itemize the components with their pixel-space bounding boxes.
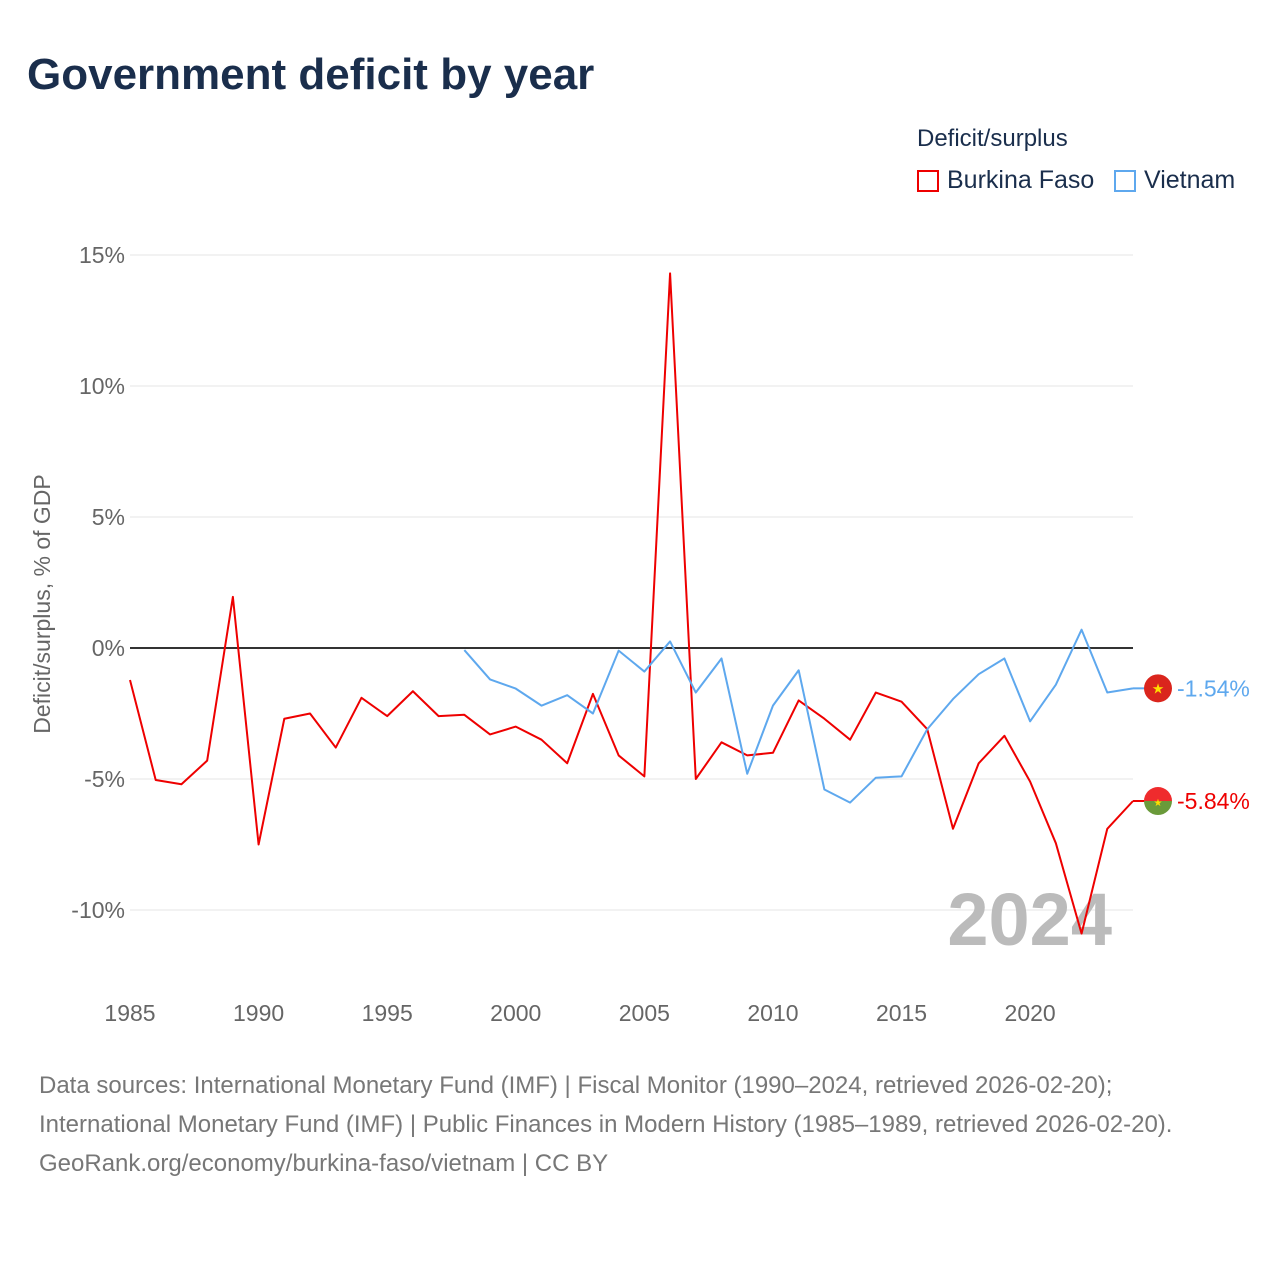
vietnam-flag-icon: ★ — [1144, 674, 1172, 703]
legend-swatch-vietnam — [1114, 169, 1136, 192]
end-value-label: -5.84% — [1177, 788, 1250, 814]
x-tick-label: 1995 — [362, 1000, 413, 1026]
y-tick-label: -10% — [71, 897, 125, 923]
x-tick-label: 1985 — [104, 1000, 155, 1026]
x-tick-label: 2005 — [619, 1000, 670, 1026]
legend-title: Deficit/surplus — [917, 125, 1068, 152]
y-tick-label: 0% — [92, 635, 125, 661]
x-tick-label: 2020 — [1005, 1000, 1056, 1026]
y-tick-label: 10% — [79, 373, 125, 399]
end-value-label: -1.54% — [1177, 675, 1250, 701]
legend-item-vietnam[interactable]: Vietnam — [1114, 166, 1235, 195]
footer: Data sources: International Monetary Fun… — [39, 1066, 1239, 1183]
credit-link[interactable]: GeoRank.org/economy/burkina-faso/vietnam… — [39, 1150, 609, 1177]
svg-text:★: ★ — [1152, 680, 1165, 696]
legend-label: Burkina Faso — [947, 166, 1095, 194]
series-line-burkina-faso[interactable] — [129, 272, 1134, 935]
series-line-vietnam[interactable] — [463, 628, 1134, 804]
data-sources: Data sources: International Monetary Fun… — [39, 1072, 1173, 1138]
chart-title: Government deficit by year — [27, 50, 595, 99]
legend-label: Vietnam — [1144, 166, 1236, 194]
legend-swatch-burkina-faso — [917, 169, 939, 192]
svg-text:★: ★ — [1154, 798, 1163, 809]
y-tick-label: 15% — [79, 242, 125, 268]
legend-item-burkina-faso[interactable]: Burkina Faso — [917, 166, 1094, 195]
y-tick-label: 5% — [92, 504, 125, 530]
x-tick-label: 2010 — [747, 1000, 798, 1026]
x-tick-label: 2000 — [490, 1000, 541, 1026]
x-tick-label: 1990 — [233, 1000, 284, 1026]
x-tick-label: 2015 — [876, 1000, 927, 1026]
year-watermark: 2024 — [947, 878, 1112, 961]
burkina-faso-flag-icon: ★ — [1144, 787, 1172, 816]
y-tick-label: -5% — [84, 766, 125, 792]
y-axis-label: Deficit/surplus, % of GDP — [29, 474, 55, 733]
